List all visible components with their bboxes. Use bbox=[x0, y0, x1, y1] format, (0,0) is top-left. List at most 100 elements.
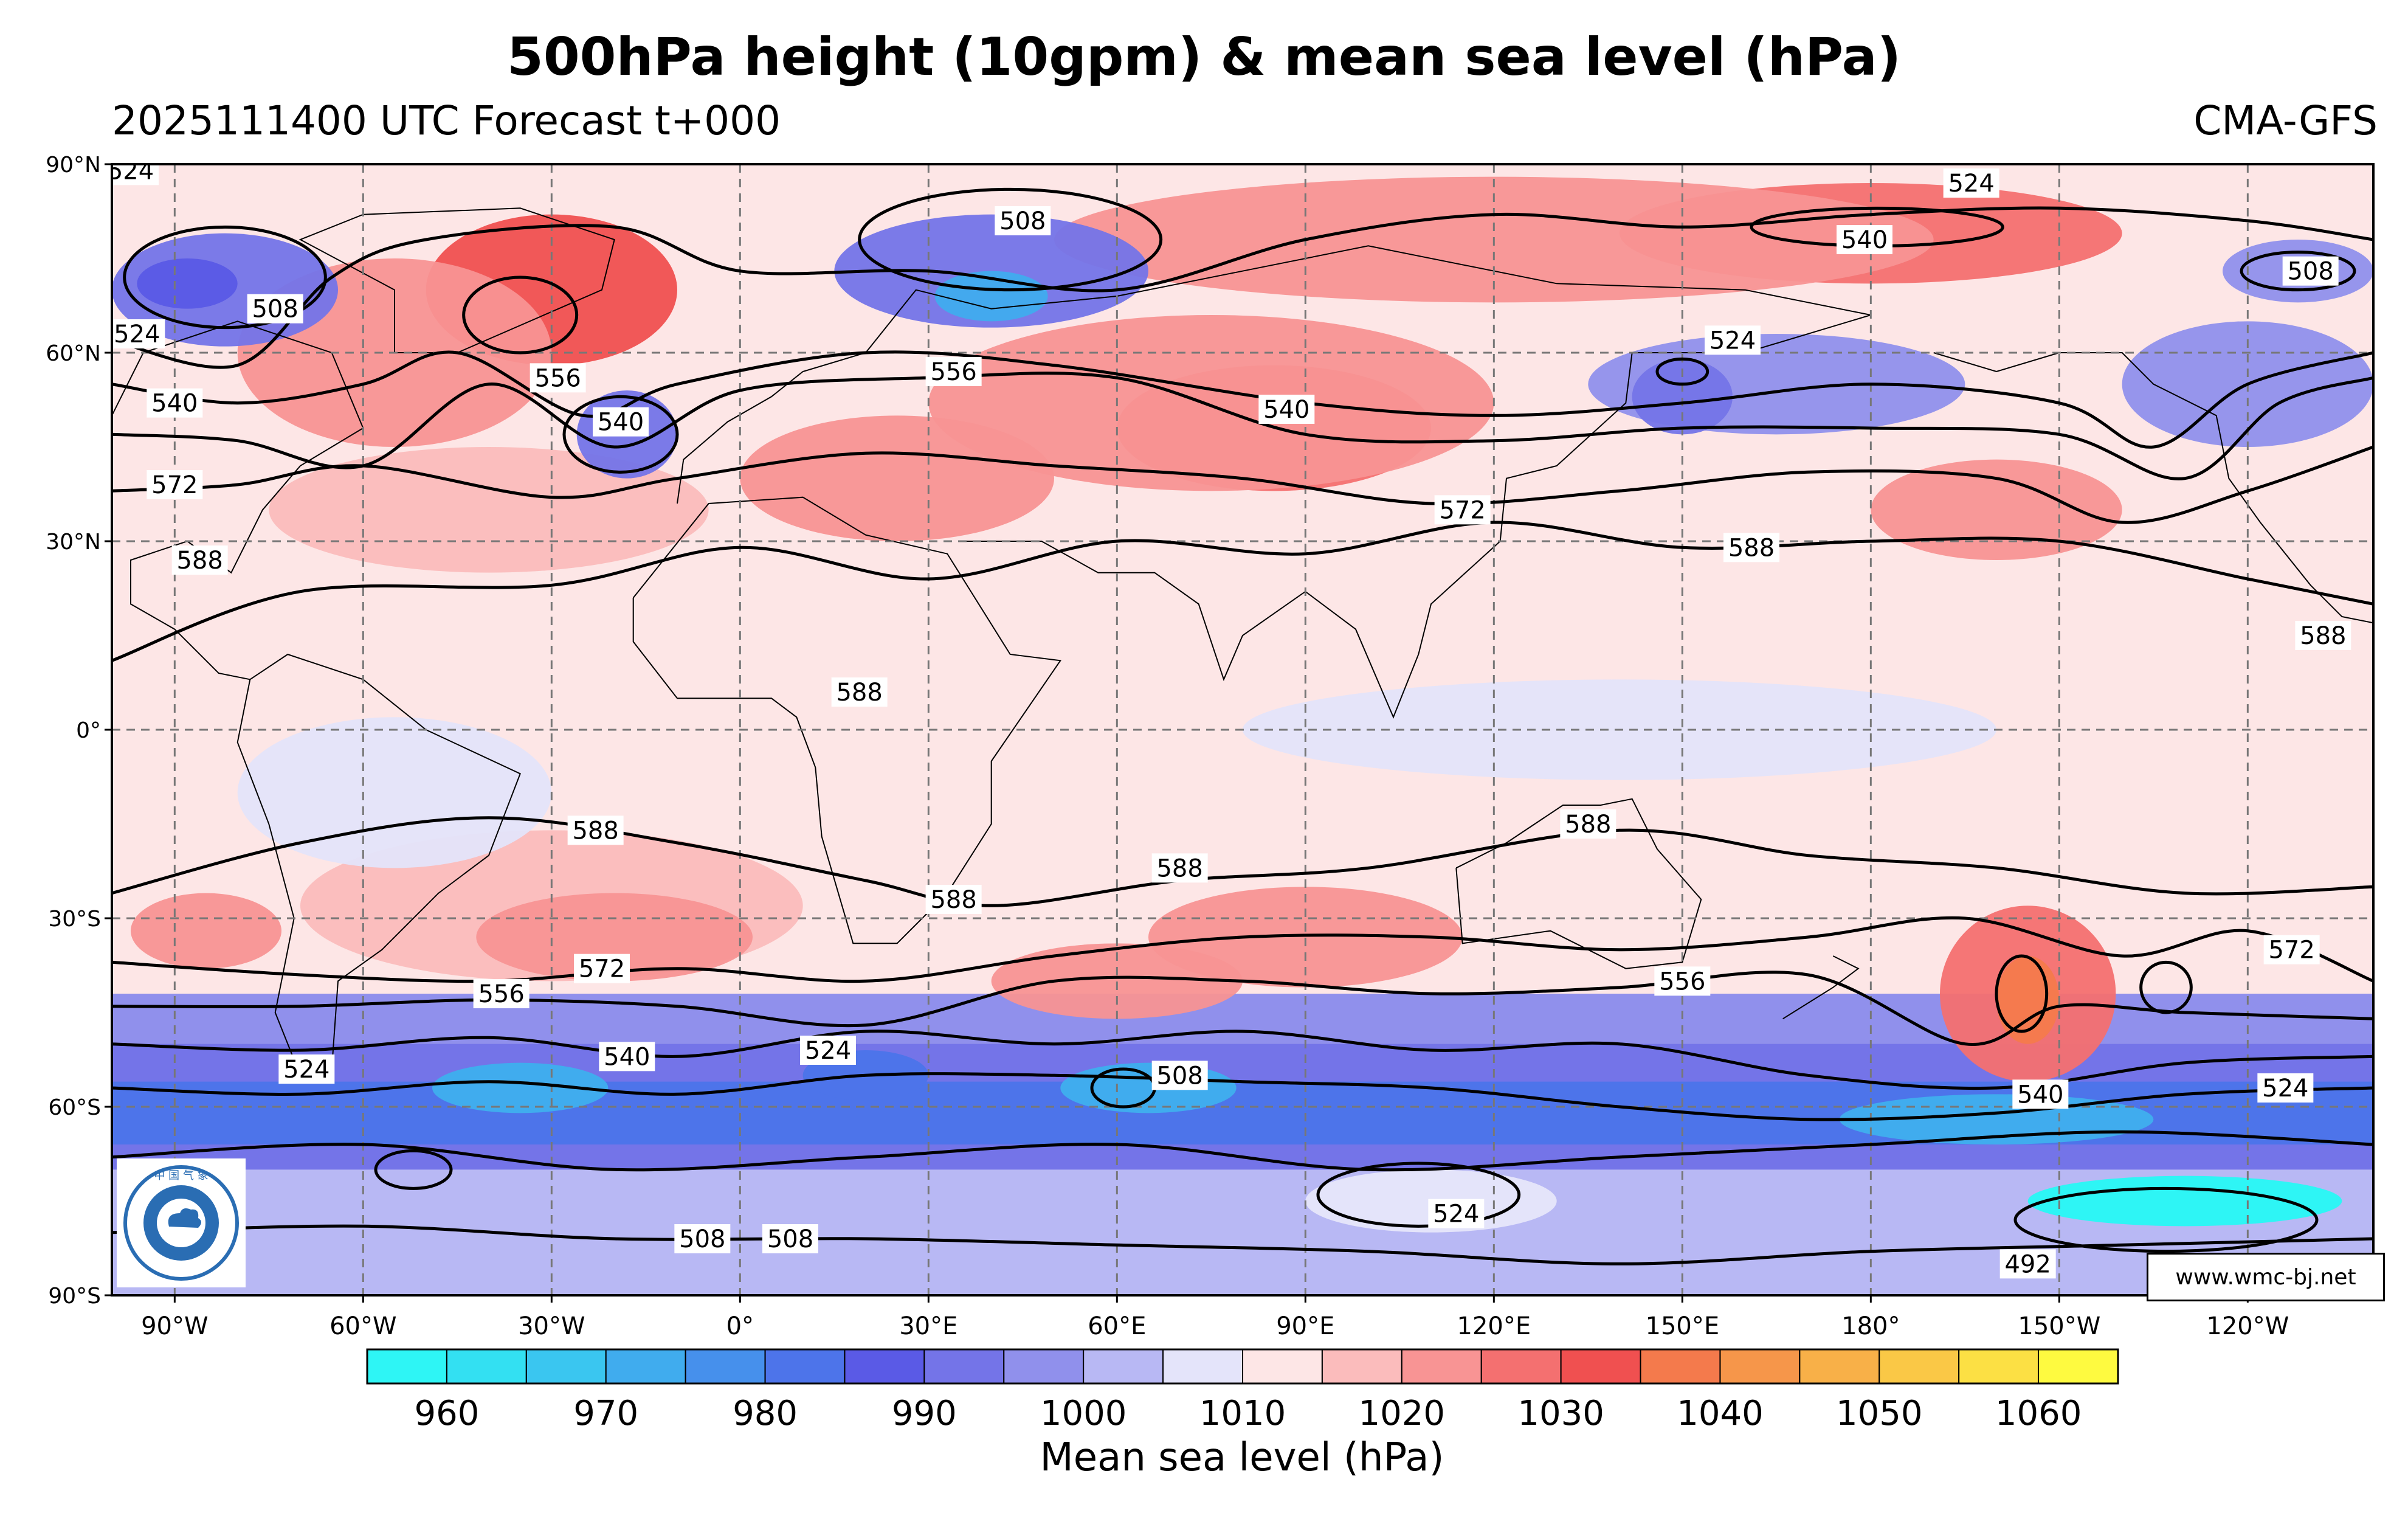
contour-label-text: 540 bbox=[604, 1043, 650, 1071]
colorbar-swatch bbox=[525, 1349, 607, 1384]
contour-label-bg bbox=[112, 319, 165, 348]
contour-label-text: 524 bbox=[1433, 1200, 1479, 1228]
colorbar-swatch bbox=[1640, 1349, 1721, 1384]
colorbar-swatch bbox=[1878, 1349, 1960, 1384]
contour-label-text: 508 bbox=[1156, 1062, 1202, 1090]
height-contour-588 bbox=[112, 521, 2373, 662]
colorbar-tick-label: 1010 bbox=[1199, 1394, 1286, 1433]
colorbar-swatch bbox=[1162, 1349, 1244, 1384]
contour-label-text: 508 bbox=[2287, 258, 2333, 286]
closed-contour-572 bbox=[1995, 954, 2049, 1033]
height-contour-572 bbox=[112, 445, 2373, 524]
contour-label: 540 bbox=[1258, 395, 1315, 424]
contour-label: 572 bbox=[574, 954, 630, 983]
contour-label-text: 492 bbox=[2004, 1250, 2051, 1278]
pressure-area bbox=[991, 943, 1243, 1019]
closed-contour-524 bbox=[1316, 1162, 1521, 1228]
contour-label-text: 524 bbox=[805, 1037, 851, 1065]
longitude-label: 60°W bbox=[329, 1312, 396, 1340]
longitude-label: 120°E bbox=[1457, 1312, 1531, 1340]
contour-label: 588 bbox=[171, 545, 228, 575]
colorbar-swatch bbox=[1719, 1349, 1801, 1384]
contour-label-text: 524 bbox=[1948, 170, 1994, 198]
colorbar-title: Mean sea level (hPa) bbox=[1040, 1435, 1444, 1480]
contour-label: 588 bbox=[1723, 533, 1779, 563]
longitude-label: 150°W bbox=[2018, 1312, 2100, 1340]
contour-label: 540 bbox=[2012, 1079, 2069, 1109]
latitude-labels: 90°N 60°N 30°N 0° 30°S 60°S 90°S bbox=[46, 153, 112, 1309]
colorbar-swatch bbox=[2038, 1349, 2119, 1384]
longitude-label: 120°W bbox=[2206, 1312, 2289, 1340]
contour-label: 556 bbox=[1654, 966, 1711, 996]
latitude-label: 30°S bbox=[48, 907, 101, 932]
colorbar-tick-label: 1000 bbox=[1040, 1394, 1127, 1433]
contour-label: 588 bbox=[1151, 853, 1208, 883]
contour-label-text: 524 bbox=[1709, 327, 1756, 355]
contour-label-bg bbox=[574, 954, 630, 983]
closed-contour-556 bbox=[462, 275, 579, 355]
contour-label-text: 540 bbox=[598, 409, 644, 437]
contour-label-bg bbox=[567, 815, 624, 845]
contour-label-bg bbox=[599, 1042, 655, 1072]
colorbar-tick-label: 970 bbox=[573, 1394, 638, 1433]
contour-label-text: 508 bbox=[679, 1225, 725, 1253]
contour-label: 524 bbox=[112, 319, 165, 348]
contour-label-text: 524 bbox=[114, 320, 160, 348]
forecast-time-label: 2025111400 UTC Forecast t+000 bbox=[112, 97, 781, 144]
colorbar-swatch bbox=[1560, 1349, 1641, 1384]
contour-label-bg bbox=[1943, 168, 1999, 198]
coastline bbox=[677, 245, 1871, 504]
colorbar-swatch bbox=[923, 1349, 1005, 1384]
longitude-label: 30°E bbox=[899, 1312, 957, 1340]
longitude-label: 90°E bbox=[1276, 1312, 1334, 1340]
pressure-area bbox=[928, 315, 1494, 491]
colorbar-swatch bbox=[1083, 1349, 1164, 1384]
contour-label-bg bbox=[674, 1224, 731, 1253]
coastline bbox=[1782, 955, 1860, 1020]
contour-label-text: 556 bbox=[534, 364, 581, 392]
colorbar-swatch bbox=[605, 1349, 686, 1384]
contour-label-bg bbox=[112, 164, 159, 185]
contour-label: 588 bbox=[831, 677, 888, 707]
closed-contour-508 bbox=[2240, 251, 2356, 292]
contour-label-bg bbox=[593, 407, 649, 437]
contour-label: 508 bbox=[2282, 256, 2339, 286]
contour-label-text: 508 bbox=[252, 296, 298, 324]
coastline bbox=[960, 314, 1871, 719]
contour-label-bg bbox=[1258, 395, 1315, 424]
contour-label-bg bbox=[1434, 495, 1491, 525]
contour-label-bg bbox=[1560, 809, 1616, 839]
contour-label: 508 bbox=[247, 294, 303, 324]
contour-label-bg bbox=[473, 979, 530, 1008]
contour-label-bg bbox=[530, 363, 586, 393]
pressure-area bbox=[476, 893, 753, 982]
contour-label: 508 bbox=[1151, 1061, 1208, 1090]
height-contour-556 bbox=[112, 372, 2373, 480]
contour-label-bg bbox=[1654, 966, 1711, 996]
contour-label-text: 588 bbox=[930, 886, 976, 914]
longitude-label: 60°E bbox=[1088, 1312, 1146, 1340]
contour-label-bg bbox=[800, 1036, 856, 1065]
contour-label: 508 bbox=[995, 206, 1051, 235]
colorbar-swatch bbox=[764, 1349, 846, 1384]
latitude-label: 60°N bbox=[46, 341, 101, 366]
chart-title: 500hPa height (10gpm) & mean sea level (… bbox=[506, 27, 1902, 88]
coastline bbox=[1455, 798, 1702, 969]
contour-label-text: 524 bbox=[283, 1056, 329, 1084]
latitude-label: 0° bbox=[76, 718, 101, 743]
contour-label-text: 588 bbox=[1728, 534, 1775, 562]
contour-label-bg bbox=[2263, 935, 2320, 964]
contour-label-text: 540 bbox=[1841, 226, 1888, 254]
colorbar-swatch bbox=[1958, 1349, 2040, 1384]
contour-label: 524 bbox=[1428, 1199, 1485, 1228]
cma-logo: 中 国 气 象 bbox=[117, 1158, 246, 1287]
svg-text:中 国 气 象: 中 国 气 象 bbox=[154, 1169, 208, 1182]
contour-label-bg bbox=[1999, 1249, 2056, 1279]
height-contour-524 bbox=[112, 206, 2373, 369]
colorbar-tick-label: 980 bbox=[733, 1394, 798, 1433]
longitude-label: 150°E bbox=[1646, 1312, 1720, 1340]
pressure-area bbox=[137, 258, 238, 309]
contour-label-bg bbox=[1837, 225, 1892, 254]
contour-label-bg bbox=[2012, 1079, 2069, 1109]
